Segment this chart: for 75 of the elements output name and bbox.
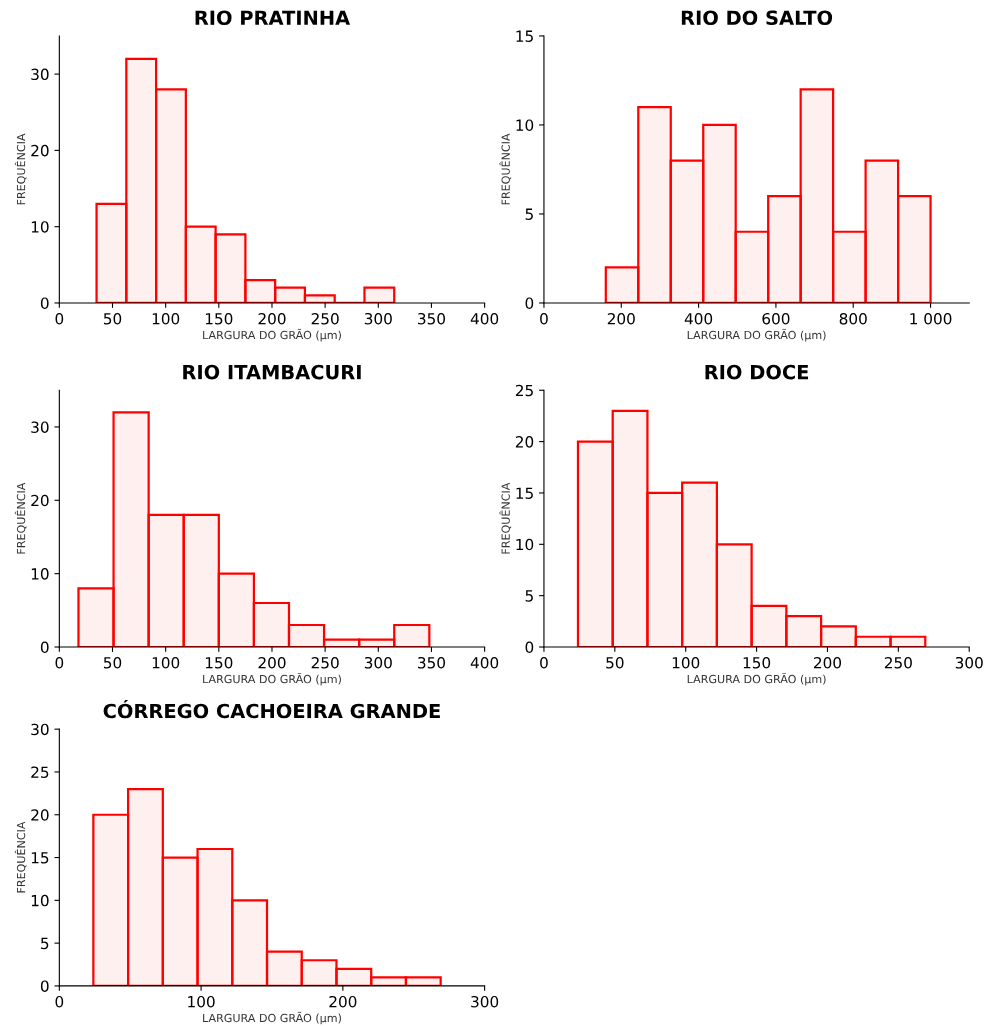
y-tick-label: 20 — [31, 144, 49, 157]
x-tick-label: 250 — [884, 657, 912, 669]
y-tick-label: 0 — [525, 297, 534, 309]
x-tick-label: 400 — [470, 657, 499, 669]
x-tick-label: 250 — [311, 657, 339, 669]
y-tick-label: 0 — [40, 641, 49, 654]
x-tick-label: 250 — [311, 312, 339, 325]
x-tick-label: 300 — [364, 657, 392, 669]
y-tick-label: 20 — [31, 809, 49, 821]
y-tick-label: 5 — [525, 590, 533, 602]
chart-title: RIO DO SALTO — [681, 10, 833, 26]
x-tick-label: 200 — [607, 312, 635, 325]
x-tick-label: 0 — [540, 657, 548, 669]
x-tick-label: 150 — [205, 657, 233, 669]
y-tick-label: 10 — [516, 538, 534, 551]
x-tick-label: 350 — [418, 312, 446, 325]
y-axis-title: FREQUÊNCIA — [499, 482, 512, 554]
y-axis-title: FREQUÊNCIA — [14, 821, 27, 893]
x-tick-label: 350 — [418, 657, 446, 669]
chart-title: CÓRREGO CACHOEIRA GRANDE — [103, 700, 440, 719]
y-tick-label: 15 — [516, 487, 533, 499]
y-tick-label: 20 — [31, 494, 49, 507]
x-tick-label: 50 — [103, 657, 122, 669]
y-tick-label: 10 — [31, 221, 49, 233]
x-tick-label: 200 — [329, 995, 357, 1008]
x-tick-label: 1 000 — [910, 312, 952, 325]
y-tick-label: 0 — [40, 297, 49, 309]
x-tick-label: 0 — [55, 995, 64, 1008]
x-tick-label: 300 — [364, 312, 392, 325]
x-tick-label: 600 — [762, 312, 790, 325]
x-tick-label: 100 — [152, 312, 180, 325]
x-tick-label: 300 — [471, 995, 499, 1008]
y-tick-label: 5 — [525, 208, 533, 220]
x-axis-title: LARGURA DO GRÃO (µm) — [203, 672, 341, 686]
chart-title: RIO DOCE — [705, 364, 809, 380]
x-tick-label: 0 — [55, 657, 64, 669]
x-tick-label: 100 — [672, 657, 700, 669]
y-tick-label: 10 — [31, 568, 49, 580]
y-axis-title: FREQUÊNCIA — [14, 133, 27, 205]
y-tick-label: 10 — [31, 894, 49, 907]
x-tick-label: 100 — [152, 657, 180, 669]
y-axis-title: FREQUÊNCIA — [14, 482, 27, 554]
x-tick-label: 200 — [258, 312, 286, 325]
x-tick-label: 50 — [103, 312, 122, 325]
y-tick-label: 25 — [515, 384, 533, 397]
x-axis-title: LARGURA DO GRÃO (µm) — [203, 1011, 341, 1025]
x-tick-label: 400 — [470, 312, 499, 325]
x-tick-label: 300 — [955, 657, 983, 669]
x-tick-label: 400 — [684, 312, 713, 325]
y-tick-label: 25 — [31, 766, 49, 778]
x-tick-label: 100 — [188, 995, 215, 1008]
y-tick-label: 10 — [516, 119, 534, 131]
x-tick-label: 0 — [55, 312, 64, 325]
x-tick-label: 150 — [743, 657, 771, 669]
y-tick-label: 30 — [31, 723, 49, 736]
x-axis-title: LARGURA DO GRÃO (µm) — [687, 672, 826, 686]
y-tick-label: 15 — [31, 852, 49, 864]
chart-title: RIO ITAMBACURI — [183, 364, 361, 380]
y-tick-label: 5 — [41, 937, 49, 950]
y-tick-label: 30 — [31, 421, 49, 433]
x-tick-label: 150 — [205, 312, 233, 325]
x-tick-label: 200 — [258, 657, 286, 669]
chart-title: RIO PRATINHA — [195, 10, 351, 26]
x-tick-label: 800 — [839, 312, 867, 325]
x-tick-label: 200 — [814, 657, 842, 669]
y-tick-label: 20 — [515, 436, 534, 448]
y-tick-label: 15 — [516, 30, 533, 42]
y-tick-label: 30 — [31, 68, 49, 81]
y-tick-label: 0 — [40, 980, 49, 992]
x-tick-label: 50 — [606, 657, 624, 669]
y-axis-title: FREQUÊNCIA — [499, 133, 512, 205]
y-tick-label: 0 — [525, 641, 534, 654]
x-axis-title: LARGURA DO GRÃO (µm) — [687, 328, 826, 342]
x-tick-label: 0 — [540, 312, 548, 325]
x-axis-title: LARGURA DO GRÃO (µm) — [203, 328, 341, 342]
